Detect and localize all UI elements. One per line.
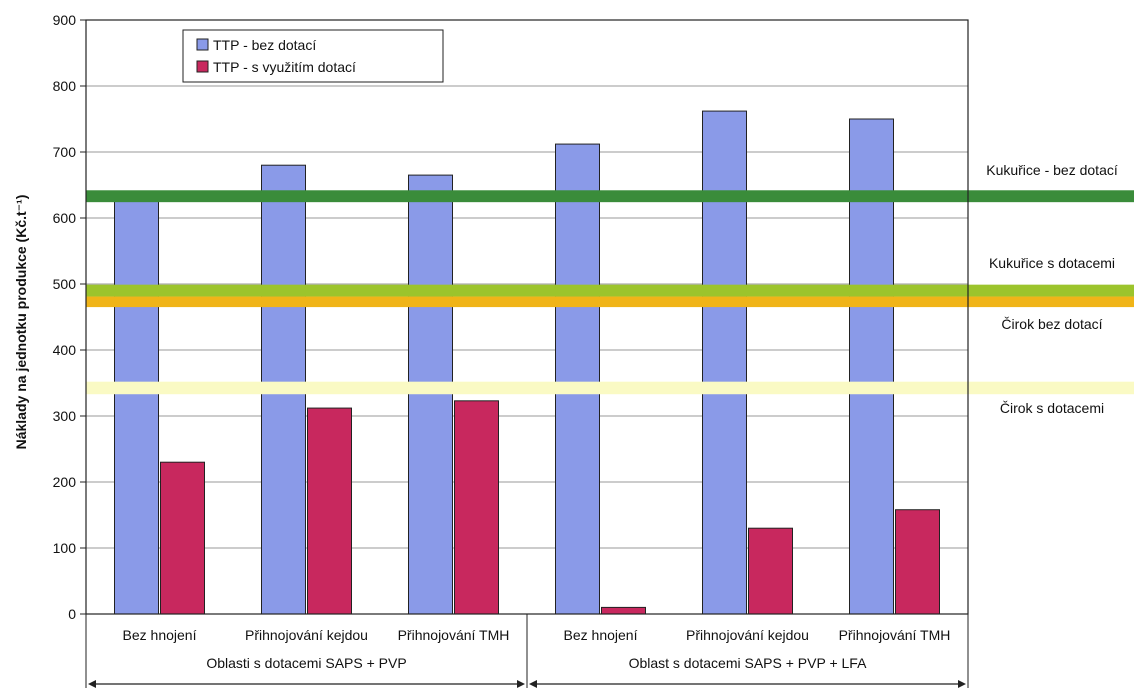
y-axis-title: Náklady na jednotku produkce (Kč.t⁻¹) <box>13 195 29 450</box>
arrow-head-right <box>517 680 525 688</box>
bar-ttp-s-dotacemi <box>895 509 940 615</box>
y-tick-label: 800 <box>53 78 77 94</box>
arrow-head-left <box>529 680 537 688</box>
bars <box>114 110 940 615</box>
bar-ttp-s-dotacemi <box>748 527 793 615</box>
reference-band <box>86 296 1134 308</box>
reference-band <box>86 190 1134 203</box>
y-tick-label: 0 <box>68 606 76 622</box>
reference-bands <box>86 190 1134 395</box>
bar-ttp-bez-dotaci <box>114 201 159 615</box>
bar-ttp-s-dotacemi <box>307 407 352 615</box>
arrow-head-left <box>88 680 96 688</box>
bar-ttp-bez-dotaci <box>555 143 600 615</box>
legend-box <box>182 29 444 83</box>
legend-label: TTP - s využitím dotací <box>213 59 356 75</box>
y-tick-label: 400 <box>53 342 77 358</box>
bar-ttp-s-dotacemi <box>160 461 205 615</box>
bar-ttp-s-dotacemi <box>601 606 646 615</box>
group-label: Oblast s dotacemi SAPS + PVP + LFA <box>629 655 868 671</box>
reference-band-label: Kukuřice s dotacemi <box>989 255 1115 271</box>
x-tick-label: Přihnojování TMH <box>398 627 510 643</box>
reference-band-label: Čirok bez dotací <box>1001 316 1102 332</box>
x-tick-label: Přihnojování kejdou <box>686 627 809 643</box>
legend-label: TTP - bez dotací <box>213 37 316 53</box>
category-groups: Oblasti s dotacemi SAPS + PVP Oblast s do… <box>85 614 969 688</box>
legend: TTP - bez dotací TTP - s využitím dotací <box>182 29 444 83</box>
x-tick-labels: Bez hnojení Přihnojování kejdou Přihnojová… <box>123 627 951 643</box>
y-tick-label: 700 <box>53 144 77 160</box>
reference-band <box>86 381 1134 395</box>
reference-band <box>86 284 1134 297</box>
legend-swatch <box>196 38 209 51</box>
plot-frame <box>85 19 969 615</box>
y-tick-label: 300 <box>53 408 77 424</box>
bar-ttp-s-dotacemi <box>454 400 499 615</box>
axes: 0 100 200 300 400 500 600 700 800 900 <box>53 12 969 622</box>
gridlines <box>86 85 968 549</box>
x-tick-label: Bez hnojení <box>564 627 638 643</box>
reference-band-labels: Kukuřice - bez dotací Kukuřice s dotacemi… <box>986 162 1118 416</box>
y-tick-label: 500 <box>53 276 77 292</box>
x-tick-label: Přihnojování kejdou <box>245 627 368 643</box>
bar-ttp-bez-dotaci <box>408 174 453 615</box>
x-tick-label: Bez hnojení <box>123 627 197 643</box>
y-tick-label: 600 <box>53 210 77 226</box>
y-tick-label: 900 <box>53 12 77 28</box>
arrow-head-right <box>958 680 966 688</box>
bar-ttp-bez-dotaci <box>702 110 747 615</box>
reference-band-label: Kukuřice - bez dotací <box>986 162 1118 178</box>
x-tick-label: Přihnojování TMH <box>839 627 951 643</box>
reference-band-label: Čirok s dotacemi <box>1000 400 1104 416</box>
legend-swatch <box>196 60 209 73</box>
group-label: Oblasti s dotacemi SAPS + PVP <box>206 655 406 671</box>
y-tick-label: 100 <box>53 540 77 556</box>
y-tick-label: 200 <box>53 474 77 490</box>
